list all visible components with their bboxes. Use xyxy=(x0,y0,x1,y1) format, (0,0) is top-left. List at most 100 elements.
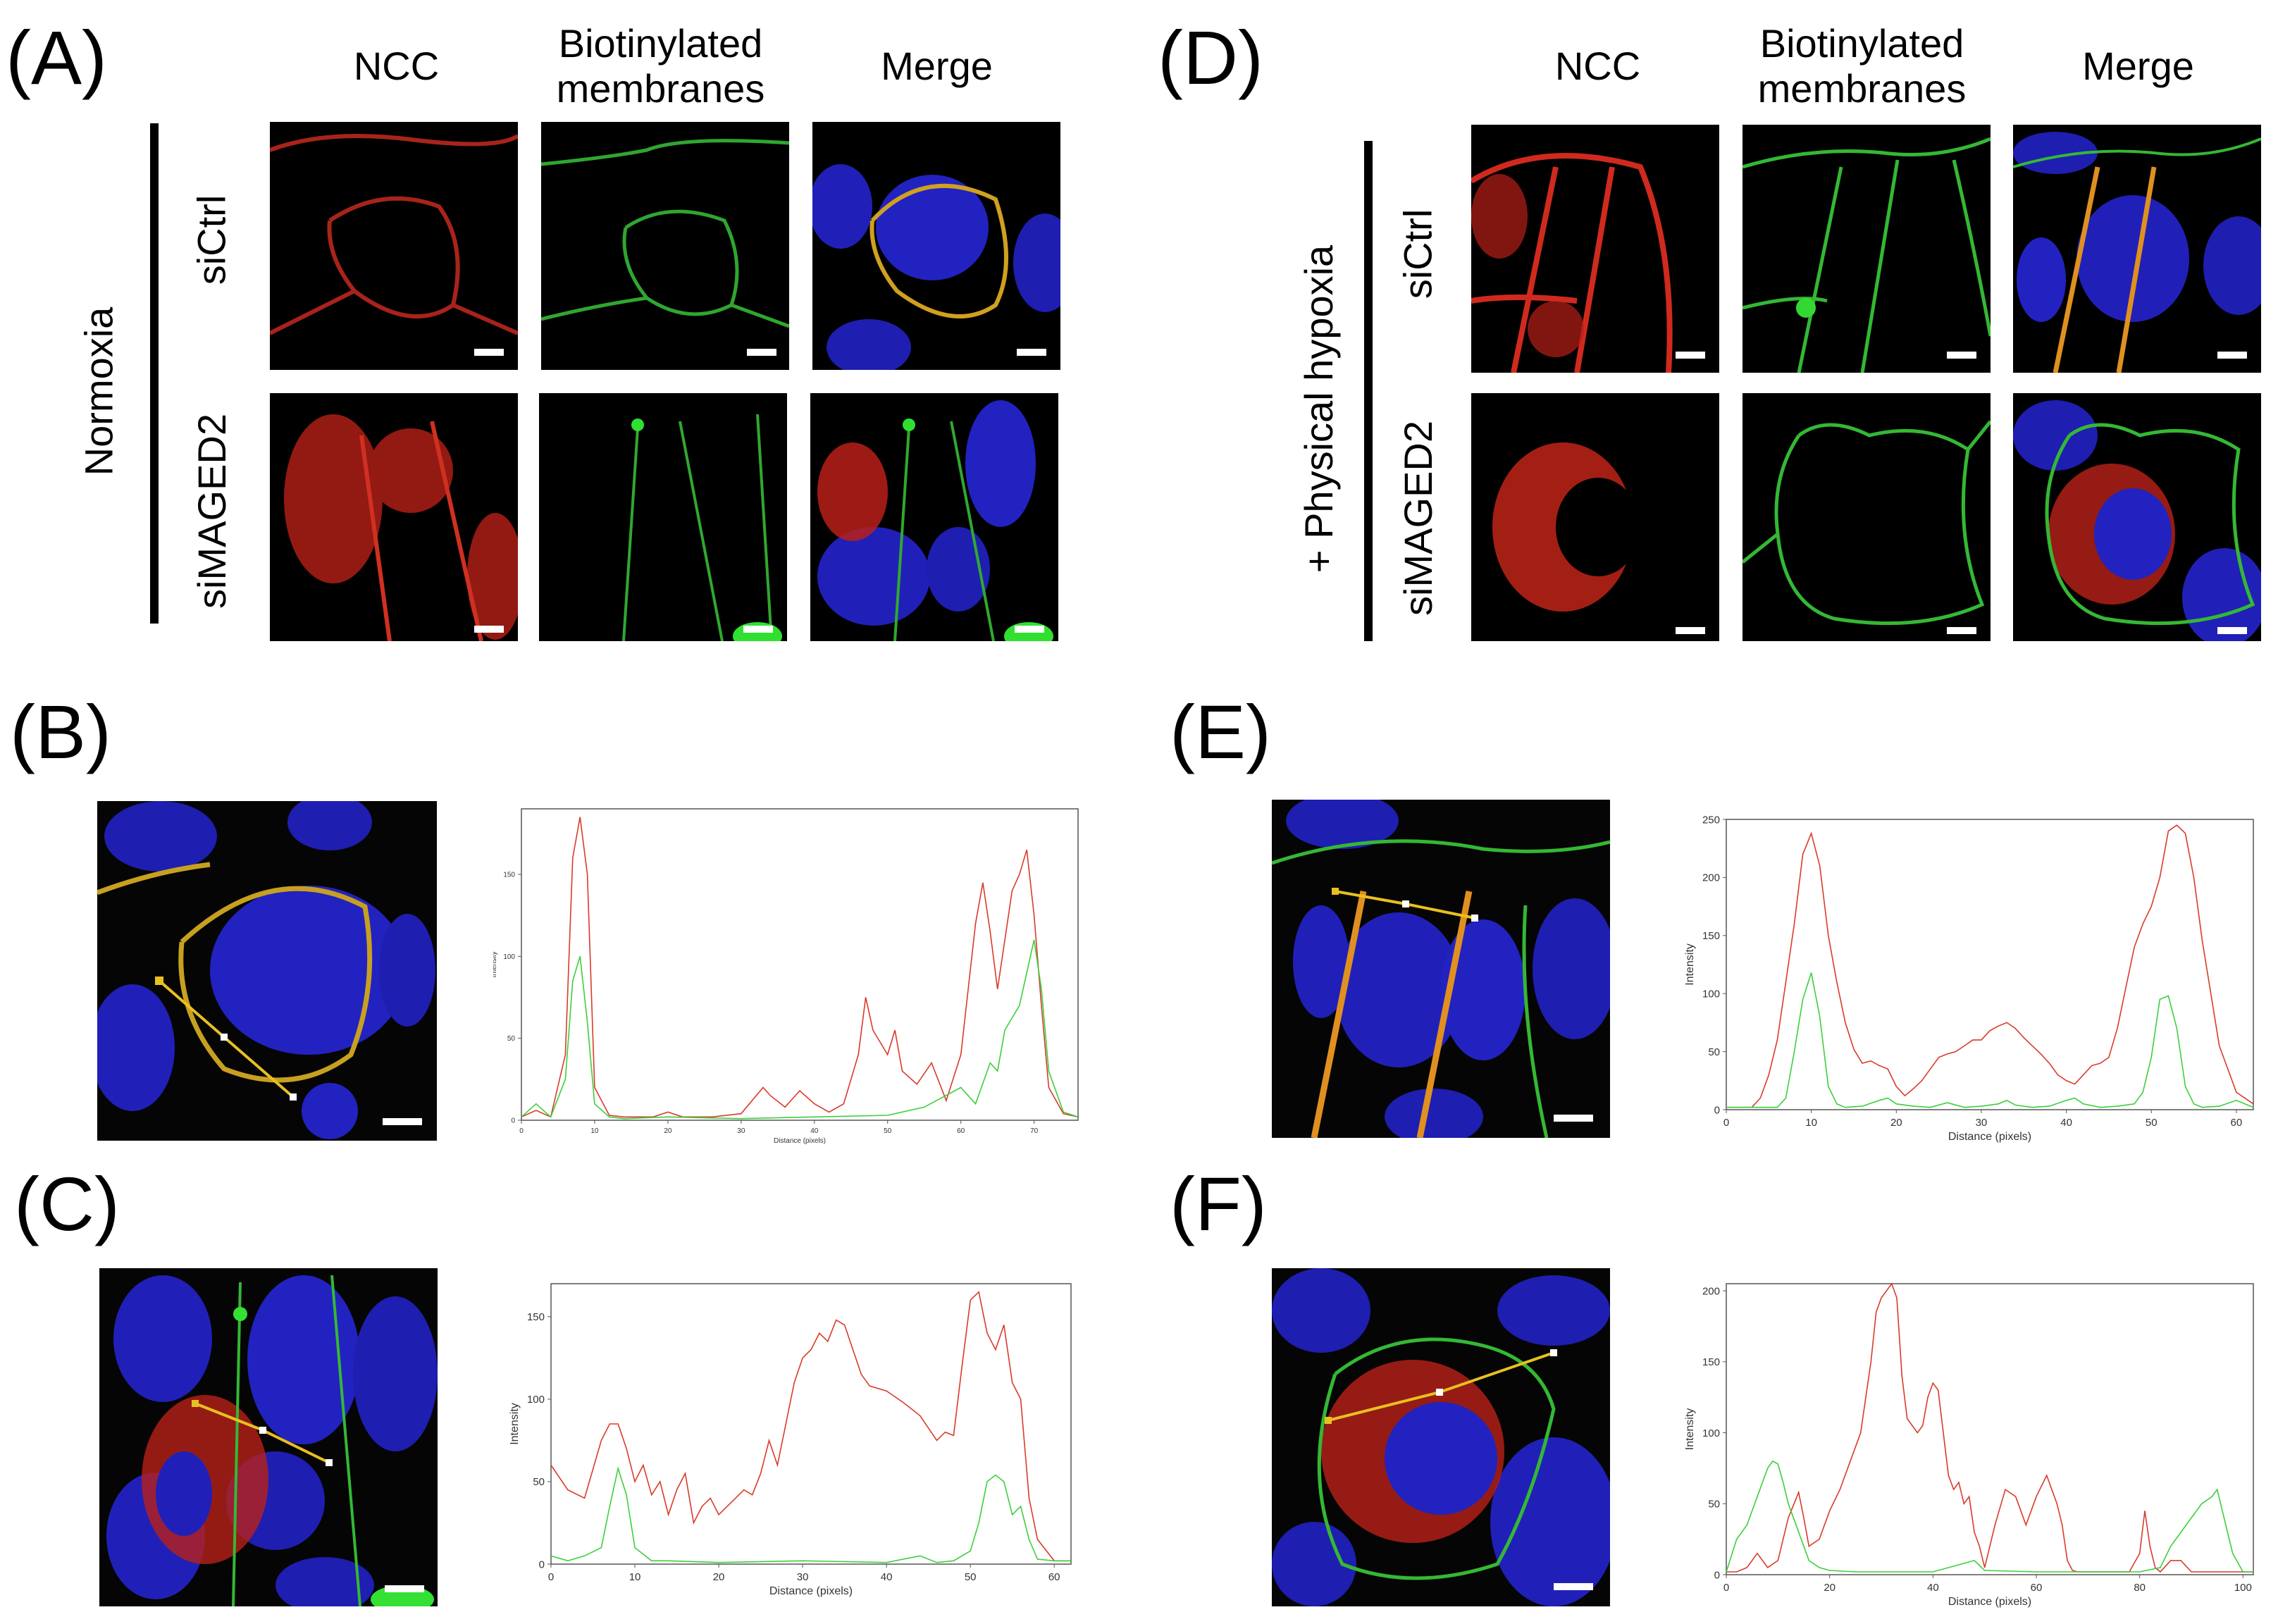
x-tick-label: 70 xyxy=(1030,1127,1039,1135)
plot-frame xyxy=(521,808,1079,1121)
y-tick-label: 50 xyxy=(1708,1499,1720,1511)
micrograph-d-simaged2-biotinylated xyxy=(1742,393,1991,641)
micrograph-b-merge xyxy=(97,801,437,1141)
micrograph-d-sictrl-biotinylated xyxy=(1742,125,1991,373)
row-label-sictrl-d: siCtrl xyxy=(1395,209,1440,299)
column-header-biotinylated-d: Biotinylated membranes xyxy=(1757,21,1967,111)
x-tick-label: 30 xyxy=(737,1127,745,1135)
y-tick-label: 0 xyxy=(1714,1104,1720,1116)
x-tick-label: 40 xyxy=(810,1127,819,1135)
plot-frame xyxy=(550,1283,1072,1565)
y-tick-label: 50 xyxy=(533,1476,545,1488)
scale-bar xyxy=(1017,349,1046,356)
micrograph-a-sictrl-merge xyxy=(812,122,1060,370)
x-tick-label: 80 xyxy=(2134,1582,2146,1594)
chart-c-svg: 0 10 20 30 40 50 60 0 50 100 150 Distance (pixels) I… xyxy=(509,1283,1072,1597)
x-axis-label: Distance (pixels) xyxy=(1948,1131,2031,1143)
x-tick-label: 60 xyxy=(2231,1117,2243,1129)
column-header-biotinylated-a: Biotinylated membranes xyxy=(556,21,765,111)
micrograph-a-simaged2-merge xyxy=(810,393,1058,641)
x-tick-label: 50 xyxy=(884,1127,892,1135)
micrograph-f-merge xyxy=(1272,1268,1610,1606)
y-axis-label: Intensity xyxy=(1684,1408,1696,1451)
x-tick-label: 100 xyxy=(2234,1582,2252,1594)
y-tick-label: 100 xyxy=(527,1394,545,1406)
y-tick-label: 150 xyxy=(1702,930,1720,942)
x-tick-label: 10 xyxy=(590,1127,599,1135)
line-profile-chart-c: 0 10 20 30 40 50 60 0 50 100 150 Distance (pixels) I… xyxy=(493,1268,1099,1620)
y-tick-label: 0 xyxy=(539,1558,545,1570)
panel-label-e: (E) xyxy=(1170,689,1271,774)
x-tick-label: 20 xyxy=(1890,1117,1902,1129)
y-tick-label: 100 xyxy=(1702,1427,1720,1439)
micrograph-d-sictrl-ncc xyxy=(1471,125,1719,373)
y-tick-label: 200 xyxy=(1702,872,1720,884)
x-tick-label: 60 xyxy=(2031,1582,2043,1594)
scale-bar xyxy=(1015,626,1044,633)
scale-bar xyxy=(2217,352,2247,359)
x-tick-label: 0 xyxy=(1723,1582,1729,1594)
micrograph-d-sictrl-merge xyxy=(2013,125,2261,373)
micrograph-d-simaged2-merge xyxy=(2013,393,2261,641)
x-tick-label: 10 xyxy=(629,1571,641,1583)
series-line-biotinylated-membranes xyxy=(521,939,1079,1120)
x-tick-label: 60 xyxy=(957,1127,965,1135)
scale-bar xyxy=(1947,352,1976,359)
y-tick-label: 250 xyxy=(1702,814,1720,826)
row-bracket-d xyxy=(1364,141,1373,641)
plot-frame xyxy=(1726,819,2254,1110)
column-header-ncc-d: NCC xyxy=(1554,44,1641,88)
line-profile-chart-f: 0 20 40 60 80 100 0 50 100 150 200 Distance (pixels… xyxy=(1663,1268,2269,1620)
panel-label-c: (C) xyxy=(14,1161,120,1246)
scale-bar xyxy=(1676,627,1705,634)
y-tick-label: 150 xyxy=(1702,1356,1720,1368)
micrograph-e-merge xyxy=(1272,800,1610,1138)
micrograph-a-simaged2-ncc xyxy=(270,393,518,641)
x-tick-label: 20 xyxy=(713,1571,725,1583)
y-tick-label: 0 xyxy=(511,1117,515,1125)
x-tick-label: 0 xyxy=(548,1571,554,1583)
scale-bar xyxy=(747,349,776,356)
column-header-ncc-a: NCC xyxy=(353,44,440,88)
chart-f-svg: 0 20 40 60 80 100 0 50 100 150 200 Distance (pixels… xyxy=(1684,1282,2254,1608)
series-line-ncc xyxy=(1726,824,2254,1108)
scale-bar xyxy=(2217,627,2247,634)
x-tick-label: 10 xyxy=(1805,1117,1817,1129)
x-tick-label: 0 xyxy=(1723,1117,1729,1129)
condition-label-normoxia: Normoxia xyxy=(76,306,121,476)
series-line-ncc xyxy=(550,1291,1071,1562)
micrograph-a-sictrl-biotinylated xyxy=(541,122,789,370)
y-axis-label: Intensity xyxy=(493,951,498,977)
x-tick-label: 20 xyxy=(664,1127,672,1135)
x-tick-label: 0 xyxy=(519,1127,524,1135)
scale-bar xyxy=(383,1118,422,1125)
row-label-simaged2-a: siMAGED2 xyxy=(189,413,234,609)
micrograph-a-sictrl-ncc xyxy=(270,122,518,370)
scale-bar xyxy=(385,1585,424,1592)
x-tick-label: 30 xyxy=(797,1571,809,1583)
scale-bar xyxy=(1554,1583,1593,1590)
x-tick-label: 40 xyxy=(881,1571,893,1583)
x-tick-label: 40 xyxy=(2060,1117,2072,1129)
row-bracket-a xyxy=(150,123,159,624)
micrograph-c-merge xyxy=(99,1268,438,1606)
column-header-merge-d: Merge xyxy=(2082,44,2194,88)
scale-bar xyxy=(474,349,504,356)
chart-e-svg: 0 10 20 30 40 50 60 0 50 100 150 200 250 Distance (pi… xyxy=(1684,814,2254,1143)
x-tick-label: 30 xyxy=(1976,1117,1988,1129)
series-line-biotinylated-membranes xyxy=(1726,972,2254,1108)
y-tick-label: 50 xyxy=(1708,1046,1720,1058)
series-line-ncc xyxy=(1726,1282,2253,1573)
line-profile-chart-e: 0 10 20 30 40 50 60 0 50 100 150 200 250 Distance (pi… xyxy=(1663,800,2269,1152)
column-header-merge-a: Merge xyxy=(881,44,993,88)
scale-bar xyxy=(743,626,773,633)
series-line-ncc xyxy=(521,817,1079,1118)
x-tick-label: 40 xyxy=(1927,1582,1939,1594)
y-tick-label: 50 xyxy=(507,1035,516,1043)
y-tick-label: 150 xyxy=(503,872,515,879)
panel-label-d: (D) xyxy=(1158,15,1263,100)
series-line-biotinylated-membranes xyxy=(1726,1460,2253,1573)
x-axis-label: Distance (pixels) xyxy=(1948,1596,2031,1608)
x-tick-label: 50 xyxy=(965,1571,977,1583)
x-tick-label: 20 xyxy=(1824,1582,1836,1594)
